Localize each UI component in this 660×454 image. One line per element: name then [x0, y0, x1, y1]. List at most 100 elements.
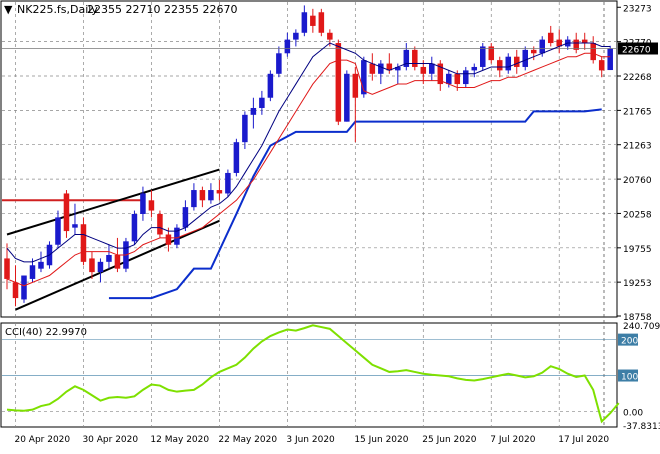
candle-body: [216, 190, 223, 194]
candle-body: [131, 213, 138, 242]
x-tick-label: 3 Jun 2020: [286, 435, 335, 445]
candle-body: [63, 193, 70, 232]
main-chart-frame: [0, 0, 618, 318]
candle-body: [80, 224, 87, 262]
cci-tick-label: -37.8313: [623, 422, 660, 432]
candle-body: [437, 63, 444, 85]
candle-body: [471, 66, 478, 71]
candle-body: [590, 43, 596, 61]
cci-line: [6, 324, 620, 424]
y-tick-label: 20760: [623, 176, 652, 186]
candle-body: [607, 48, 613, 71]
candle-body: [55, 217, 61, 245]
candle-body: [547, 32, 554, 44]
candle-body: [496, 60, 503, 71]
candle-body: [140, 193, 146, 214]
candle-body: [148, 200, 155, 211]
candle-body: [369, 63, 376, 74]
cci-tick-label: 100: [621, 373, 638, 383]
candle-body: [29, 265, 36, 279]
candle-body: [276, 53, 282, 74]
support-line: [108, 108, 602, 300]
candle-body: [267, 73, 274, 98]
candle-body: [403, 49, 410, 67]
ohlc-readout: 22355 22710 22355 22670: [87, 3, 237, 16]
candle-body: [556, 39, 562, 47]
y-tick-label: 19755: [623, 245, 652, 255]
ma-slow-line: [6, 52, 611, 287]
candle-body: [157, 213, 163, 235]
drawn-objects[interactable]: [2, 108, 602, 311]
candle-body: [598, 60, 605, 71]
x-tick-label: 30 Apr 2020: [82, 435, 138, 445]
current-price-label: 22670: [622, 45, 651, 55]
candle-body: [21, 275, 27, 300]
cci-indicator: [2, 324, 620, 424]
candle-body: [352, 73, 359, 98]
candle-body: [378, 63, 384, 74]
candle-body: [310, 15, 316, 26]
collapse-icon[interactable]: ▼: [4, 3, 13, 16]
y-tick-label: 19253: [623, 279, 652, 289]
y-tick-label: 22268: [623, 73, 652, 83]
x-tick-label: 17 Jul 2020: [558, 435, 609, 445]
candle-body: [513, 56, 520, 67]
candle-body: [522, 49, 529, 67]
y-tick-label: 18758: [623, 313, 652, 323]
ma-fast-line: [6, 42, 611, 263]
x-tick-label: 12 May 2020: [150, 435, 209, 445]
candle-body: [293, 32, 299, 40]
y-tick-label: 20258: [623, 210, 652, 220]
candle-body: [581, 39, 588, 44]
grid: [2, 2, 616, 427]
candle-body: [480, 46, 486, 67]
candle-body: [225, 172, 231, 194]
candle-body: [97, 261, 104, 273]
y-tick-label: 23273: [623, 4, 652, 14]
cci-tick-label: 240.7097: [623, 322, 660, 332]
candle-body: [233, 142, 240, 173]
candle-body: [505, 56, 512, 71]
candle-body: [242, 114, 248, 143]
cci-tick-label: 200: [621, 337, 638, 347]
candle-body: [208, 190, 214, 201]
chart-header: ▼ NK225.fs,Daily 22355 22710 22355 22670: [4, 3, 237, 16]
moving-averages: [6, 42, 611, 287]
candle-body: [446, 73, 452, 85]
symbol-label: NK225.fs,Daily: [17, 3, 98, 16]
candle-body: [12, 282, 19, 299]
candle-body: [386, 63, 393, 71]
candle-body: [454, 73, 461, 85]
candle-body: [106, 255, 112, 262]
candle-body: [38, 261, 44, 269]
candle-body: [72, 224, 78, 228]
candle-body: [429, 63, 435, 74]
x-tick-label: 20 Apr 2020: [14, 435, 70, 445]
candle-body: [318, 12, 325, 33]
cci-header-label: CCI(40) 22.9970: [5, 327, 87, 338]
x-tick-label: 25 Jun 2020: [422, 435, 476, 445]
candle-body: [4, 258, 10, 279]
candle-body: [344, 73, 350, 122]
candles: [2, 5, 616, 307]
candle-body: [250, 107, 257, 115]
x-tick-label: 22 May 2020: [218, 435, 277, 445]
candle-body: [361, 60, 367, 95]
candle-body: [395, 66, 401, 71]
cci-level-tag: [618, 369, 638, 382]
candle-body: [539, 39, 545, 54]
trend-channel-upper: [6, 168, 220, 236]
candle-body: [259, 97, 265, 108]
candle-body: [174, 227, 180, 245]
y-tick-label: 21765: [623, 107, 652, 117]
candle-body: [165, 234, 172, 245]
candle-body: [412, 49, 418, 67]
candle-body: [182, 207, 189, 228]
candle-body: [191, 190, 197, 208]
y-tick-label: 21263: [623, 142, 652, 152]
candle-body: [573, 39, 579, 50]
cci-tick-label: 0.00: [623, 408, 643, 418]
candle-body: [335, 43, 342, 122]
